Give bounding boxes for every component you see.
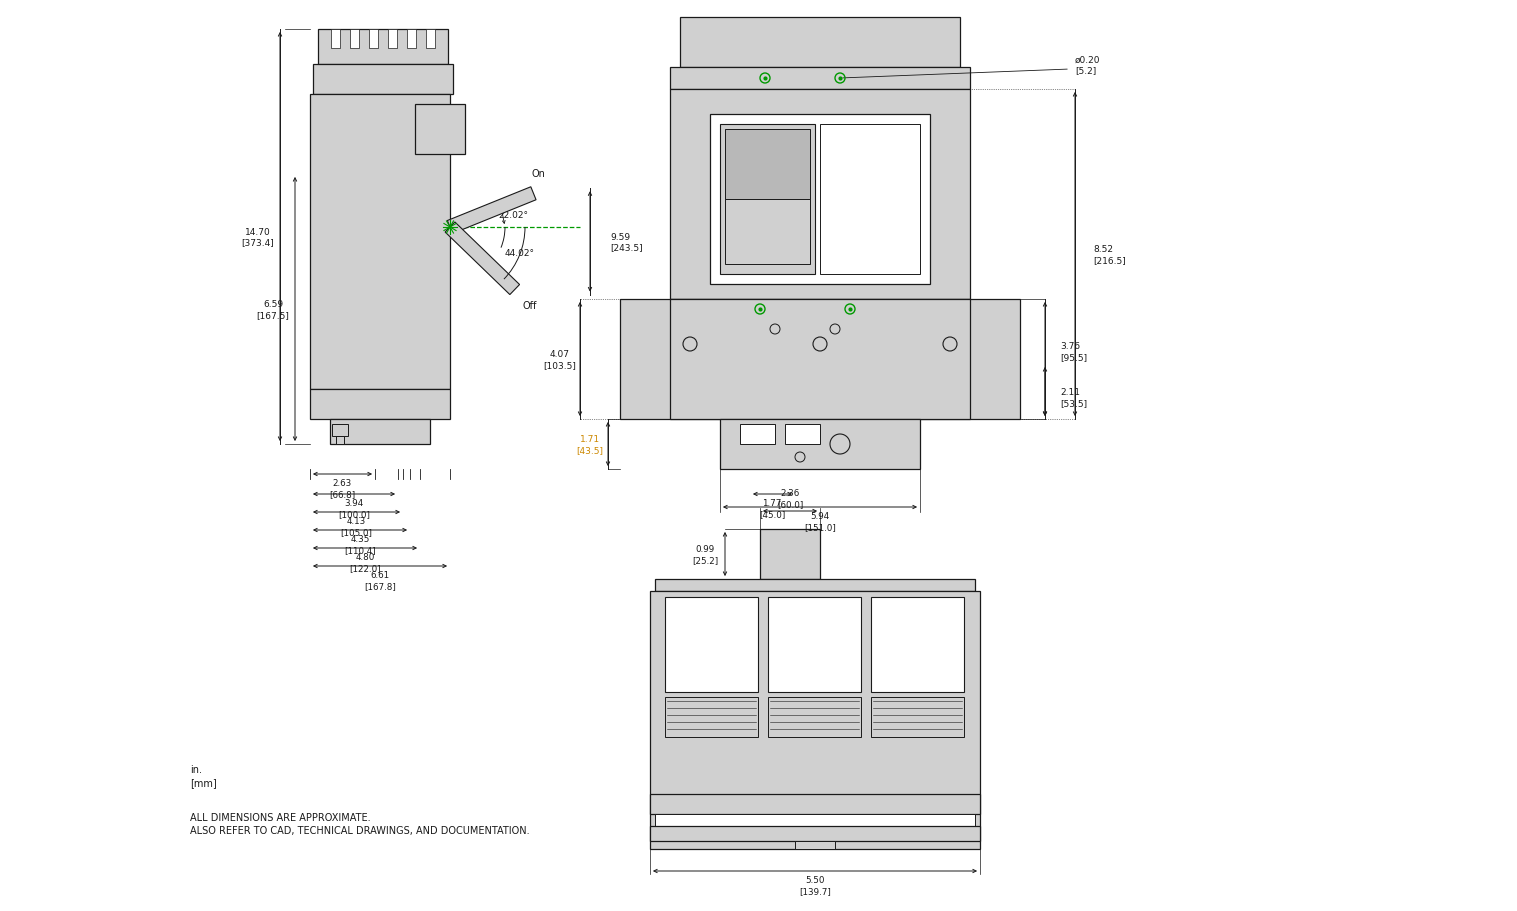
Bar <box>335 436 344 445</box>
Text: 9.59
[243.5]: 9.59 [243.5] <box>610 232 643 251</box>
Bar <box>768 598 862 692</box>
Bar <box>655 814 975 826</box>
Bar <box>725 130 810 200</box>
Bar <box>369 30 378 49</box>
Bar <box>319 30 448 65</box>
Text: 4.35
[110.4]: 4.35 [110.4] <box>344 535 376 554</box>
Text: On: On <box>531 169 546 179</box>
Bar <box>795 841 834 849</box>
Bar <box>871 697 963 737</box>
Text: 2.63
[66.8]: 2.63 [66.8] <box>329 479 355 498</box>
Bar <box>407 30 416 49</box>
Text: in.: in. <box>190 764 202 774</box>
Text: 1.71
[43.5]: 1.71 [43.5] <box>576 435 604 455</box>
Bar <box>671 300 969 420</box>
Bar <box>680 18 960 68</box>
Bar <box>331 420 429 445</box>
Text: ALSO REFER TO CAD, TECHNICAL DRAWINGS, AND DOCUMENTATION.: ALSO REFER TO CAD, TECHNICAL DRAWINGS, A… <box>190 825 529 835</box>
Bar <box>871 598 963 692</box>
Bar <box>388 30 397 49</box>
Polygon shape <box>444 222 520 295</box>
Text: 1.77
[45.0]: 1.77 [45.0] <box>758 498 786 518</box>
Bar <box>725 200 810 265</box>
Text: 2.11
[53.5]: 2.11 [53.5] <box>1060 388 1088 407</box>
Text: 5.50
[139.7]: 5.50 [139.7] <box>799 875 831 895</box>
Text: ø0.20
[5.2]: ø0.20 [5.2] <box>1076 56 1100 75</box>
Bar <box>620 300 1019 420</box>
Text: 4.07
[103.5]: 4.07 [103.5] <box>543 350 576 369</box>
Text: Off: Off <box>522 301 537 311</box>
Bar <box>649 826 980 841</box>
Text: 3.94
[100.0]: 3.94 [100.0] <box>338 498 370 518</box>
Bar <box>821 125 919 275</box>
Bar <box>664 598 758 692</box>
Bar <box>313 65 454 95</box>
Bar <box>740 425 775 445</box>
Polygon shape <box>448 188 536 234</box>
Text: 14.70
[373.4]: 14.70 [373.4] <box>241 228 275 247</box>
Text: 22.02°: 22.02° <box>498 210 528 220</box>
Bar <box>331 30 340 49</box>
Text: 5.94
[151.0]: 5.94 [151.0] <box>804 512 836 531</box>
Text: 8.52
[216.5]: 8.52 [216.5] <box>1094 245 1126 264</box>
Text: 3.76
[95.5]: 3.76 [95.5] <box>1060 342 1088 362</box>
Bar <box>760 529 821 579</box>
Bar <box>309 390 451 420</box>
Bar <box>664 697 758 737</box>
Bar <box>721 420 919 469</box>
Bar <box>332 425 347 436</box>
Text: 6.61
[167.8]: 6.61 [167.8] <box>364 570 396 590</box>
Bar <box>426 30 435 49</box>
Bar <box>768 697 862 737</box>
Text: 2.36
[60.0]: 2.36 [60.0] <box>777 489 802 508</box>
Bar <box>655 579 975 591</box>
Bar <box>416 105 466 155</box>
Text: 4.13
[105.0]: 4.13 [105.0] <box>340 517 372 536</box>
Text: 44.02°: 44.02° <box>505 248 536 257</box>
Bar <box>721 125 815 275</box>
Bar <box>309 95 451 390</box>
Bar <box>649 794 980 814</box>
Bar <box>349 30 360 49</box>
Bar <box>649 591 980 849</box>
Bar <box>671 68 969 90</box>
Bar <box>784 425 821 445</box>
Text: 6.59
[167.5]: 6.59 [167.5] <box>256 300 290 320</box>
Bar <box>671 90 969 300</box>
Text: 4.80
[122.0]: 4.80 [122.0] <box>349 553 381 572</box>
Text: [mm]: [mm] <box>190 777 217 787</box>
Text: ALL DIMENSIONS ARE APPROXIMATE.: ALL DIMENSIONS ARE APPROXIMATE. <box>190 812 370 822</box>
Text: 0.99
[25.2]: 0.99 [25.2] <box>692 545 718 564</box>
Bar <box>710 115 930 285</box>
